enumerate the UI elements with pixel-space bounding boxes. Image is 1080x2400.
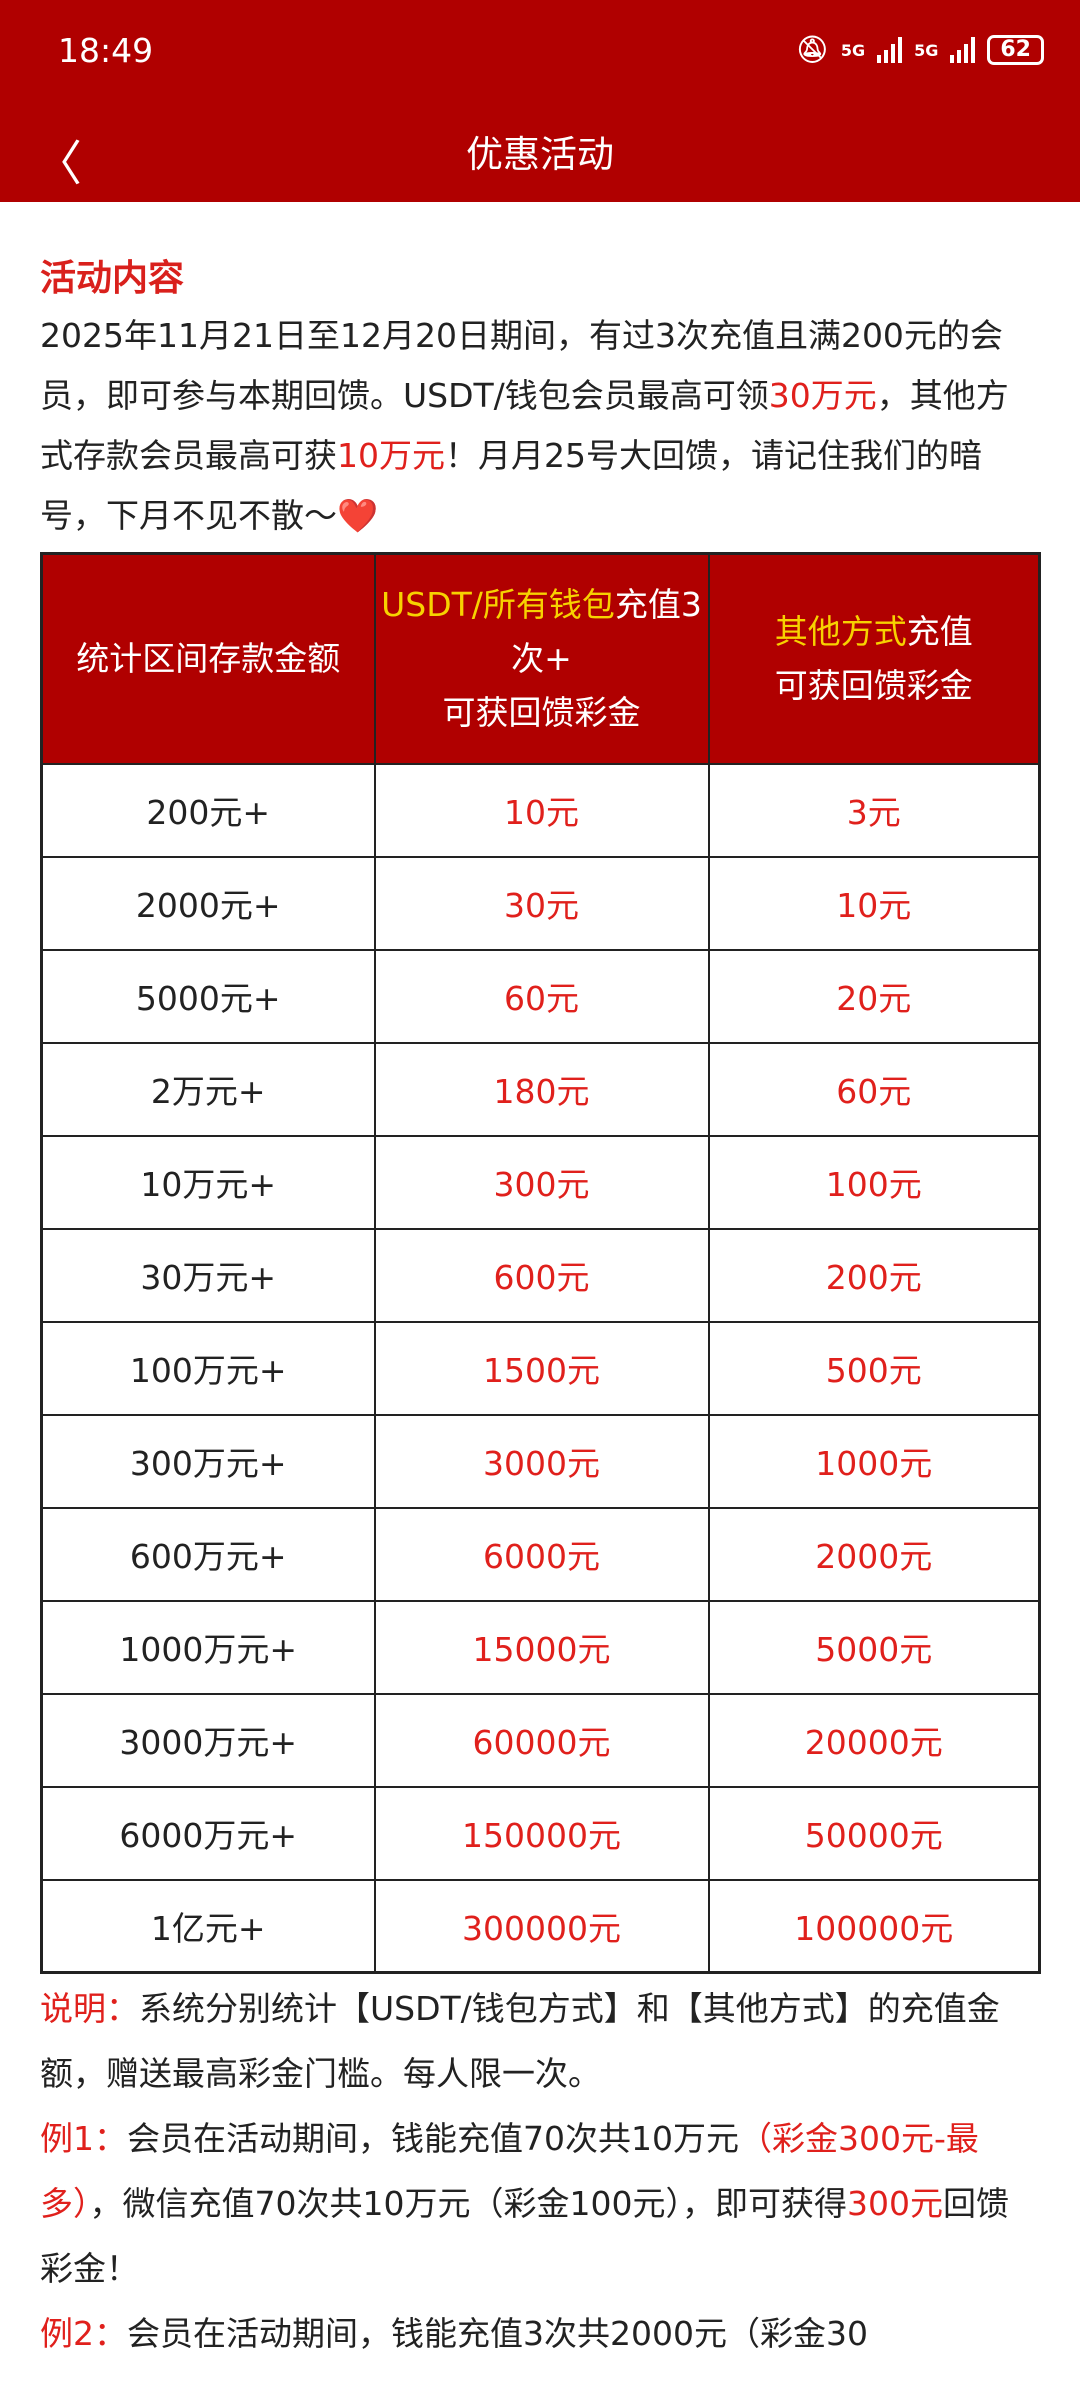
usdt-rebate: 180元 bbox=[373, 1041, 710, 1137]
usdt-rebate: 300元 bbox=[373, 1134, 710, 1230]
note-segment: 例2： bbox=[40, 2314, 127, 2353]
usdt-rebate: 10元 bbox=[373, 762, 710, 858]
rebate-table: 统计区间存款金额 USDT/所有钱包充值3次+ 可获回馈彩金 其他方式充值 可获回馈… bbox=[40, 552, 1041, 1974]
note-segment: 300元 bbox=[846, 2184, 943, 2223]
status-bar: 18:49 🔕︎ 5G 5G 62 bbox=[0, 0, 1080, 100]
deposit-range: 200元+ bbox=[40, 762, 376, 858]
usdt-rebate: 600元 bbox=[373, 1227, 710, 1323]
deposit-range: 30万元+ bbox=[40, 1227, 376, 1323]
note-segment: 系统分别统计【USDT/钱包方式】和【其他方式】的充值金额，赠送最高彩金门槛。每… bbox=[40, 1989, 1000, 2093]
intro-text: 2025年11月21日至12月20日期间，有过3次充值且满200元的会员，即可参… bbox=[40, 306, 1040, 546]
intro-segment: 30万元 bbox=[768, 376, 877, 415]
table-row: 6000万元+ 150000元 50000元 bbox=[40, 1785, 1041, 1881]
section-title: 活动内容 bbox=[40, 258, 185, 299]
deposit-range: 300万元+ bbox=[40, 1413, 376, 1509]
other-rebate: 3元 bbox=[707, 762, 1041, 858]
table-row: 5000元+ 60元 20元 bbox=[40, 948, 1041, 1044]
top-bar: 18:49 🔕︎ 5G 5G 62 〈 优惠活动 bbox=[0, 0, 1080, 202]
other-rebate: 500元 bbox=[707, 1320, 1041, 1416]
other-rebate: 10元 bbox=[707, 855, 1041, 951]
header-other-rebate: 其他方式充值 可获回馈彩金 bbox=[707, 552, 1041, 765]
note-segment: 说明： bbox=[40, 1989, 139, 2028]
deposit-range: 1亿元+ bbox=[40, 1878, 376, 1974]
table-row: 200元+ 10元 3元 bbox=[40, 762, 1041, 858]
other-rebate: 2000元 bbox=[707, 1506, 1041, 1602]
table-row: 10万元+ 300元 100元 bbox=[40, 1134, 1041, 1230]
other-rebate: 50000元 bbox=[707, 1785, 1041, 1881]
net-label: 5G bbox=[840, 40, 866, 60]
table-row: 3000万元+ 60000元 20000元 bbox=[40, 1692, 1041, 1788]
battery-icon: 62 bbox=[987, 35, 1044, 65]
usdt-rebate: 15000元 bbox=[373, 1599, 710, 1695]
deposit-range: 2万元+ bbox=[40, 1041, 376, 1137]
deposit-range: 5000元+ bbox=[40, 948, 376, 1044]
status-time: 18:49 bbox=[58, 30, 154, 70]
intro-segment: 2025年11月21日至12月20日期间，有过3次充值且满200元的会员，即可参… bbox=[40, 316, 1003, 415]
table-row: 1亿元+ 300000元 100000元 bbox=[40, 1878, 1041, 1974]
other-rebate: 20元 bbox=[707, 948, 1041, 1044]
deposit-range: 1000万元+ bbox=[40, 1599, 376, 1695]
deposit-range: 10万元+ bbox=[40, 1134, 376, 1230]
notes: 说明：系统分别统计【USDT/钱包方式】和【其他方式】的充值金额，赠送最高彩金门… bbox=[40, 1976, 1040, 2366]
header-usdt-rebate: USDT/所有钱包充值3次+ 可获回馈彩金 bbox=[373, 552, 710, 765]
note-paragraph: 例2：会员在活动期间，钱能充值3次共2000元（彩金30 bbox=[40, 2301, 1040, 2366]
page-title: 优惠活动 bbox=[466, 133, 614, 176]
other-rebate: 60元 bbox=[707, 1041, 1041, 1137]
table-row: 600万元+ 6000元 2000元 bbox=[40, 1506, 1041, 1602]
intro-segment: ，其他方式存款会员最高可获 bbox=[40, 376, 1009, 475]
table-row: 30万元+ 600元 200元 bbox=[40, 1227, 1041, 1323]
other-rebate: 100元 bbox=[707, 1134, 1041, 1230]
usdt-rebate: 30元 bbox=[373, 855, 710, 951]
other-rebate: 20000元 bbox=[707, 1692, 1041, 1788]
intro-segment: ！月月25号大回馈，请记住我们的暗号，下月不见不散～❤️ bbox=[40, 436, 982, 535]
signal-icon bbox=[877, 37, 903, 63]
deposit-range: 600万元+ bbox=[40, 1506, 376, 1602]
other-rebate: 1000元 bbox=[707, 1413, 1041, 1509]
other-rebate: 5000元 bbox=[707, 1599, 1041, 1695]
deposit-range: 6000万元+ bbox=[40, 1785, 376, 1881]
note-segment: 例1： bbox=[40, 2119, 127, 2158]
note-segment: 会员在活动期间，钱能充值3次共2000元（彩金30 bbox=[127, 2314, 868, 2353]
note-segment: 回馈彩金！ bbox=[40, 2184, 1009, 2288]
usdt-rebate: 60元 bbox=[373, 948, 710, 1044]
deposit-range: 2000元+ bbox=[40, 855, 376, 951]
note-paragraph: 例1：会员在活动期间，钱能充值70次共10万元（彩金300元-最多），微信充值7… bbox=[40, 2106, 1040, 2301]
note-segment: （彩金300元-最多） bbox=[40, 2119, 979, 2223]
mute-bell-icon: 🔕︎ bbox=[795, 35, 829, 65]
table-row: 100万元+ 1500元 500元 bbox=[40, 1320, 1041, 1416]
usdt-rebate: 60000元 bbox=[373, 1692, 710, 1788]
note-segment: ，微信充值70次共10万元（彩金100元），即可获得 bbox=[89, 2184, 847, 2223]
table-row: 1000万元+ 15000元 5000元 bbox=[40, 1599, 1041, 1695]
net-label: 5G bbox=[914, 40, 939, 60]
note-paragraph: 说明：系统分别统计【USDT/钱包方式】和【其他方式】的充值金额，赠送最高彩金门… bbox=[40, 1976, 1040, 2106]
usdt-rebate: 1500元 bbox=[373, 1320, 710, 1416]
usdt-rebate: 3000元 bbox=[373, 1413, 710, 1509]
deposit-range: 3000万元+ bbox=[40, 1692, 376, 1788]
signal-icon bbox=[950, 37, 976, 63]
table-row: 300万元+ 3000元 1000元 bbox=[40, 1413, 1041, 1509]
table-row: 2万元+ 180元 60元 bbox=[40, 1041, 1041, 1137]
back-chevron-icon[interactable]: 〈 bbox=[34, 136, 83, 192]
usdt-rebate: 6000元 bbox=[373, 1506, 710, 1602]
table-row: 2000元+ 30元 10元 bbox=[40, 855, 1041, 951]
other-rebate: 100000元 bbox=[707, 1878, 1041, 1974]
header-deposit-range: 统计区间存款金额 bbox=[40, 552, 376, 765]
intro-segment: 10万元 bbox=[337, 436, 445, 475]
usdt-rebate: 150000元 bbox=[373, 1785, 710, 1881]
note-segment: 会员在活动期间，钱能充值70次共10万元 bbox=[127, 2119, 739, 2158]
deposit-range: 100万元+ bbox=[40, 1320, 376, 1416]
other-rebate: 200元 bbox=[707, 1227, 1041, 1323]
usdt-rebate: 300000元 bbox=[373, 1878, 710, 1974]
